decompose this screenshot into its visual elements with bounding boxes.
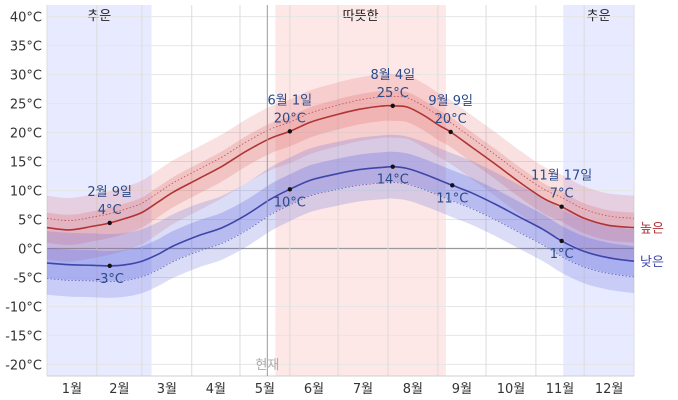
annotation-value: 1°C (550, 247, 574, 262)
annotation-point (448, 129, 453, 135)
y-tick-label: 40°C (10, 11, 42, 26)
annotation-value: -3°C (95, 272, 124, 287)
temperature-bands (47, 73, 634, 298)
x-tick-label: 12월 (595, 382, 624, 397)
x-tick-label: 6월 (304, 382, 324, 397)
annotation-date: 9월 9일 (428, 94, 473, 109)
annotation-point (287, 187, 293, 192)
x-tick-label: 7월 (353, 382, 373, 397)
y-tick-label: -15°C (5, 329, 42, 344)
y-tick-label: -5°C (13, 271, 42, 286)
band-inner (47, 90, 634, 246)
annotation-date: 11월 17일 (531, 169, 592, 184)
annotation-value: 20°C (274, 111, 306, 126)
annotation-value: 11°C (436, 191, 468, 206)
grid (46, 5, 635, 377)
annotation-point (559, 204, 564, 209)
series-dotted-line (46, 95, 635, 222)
y-tick-label: 0°C (18, 242, 42, 257)
y-tick-label: 25°C (10, 98, 42, 113)
y-tick-label: 30°C (10, 69, 42, 84)
now-label: 현재 (255, 358, 279, 373)
series-lines (46, 95, 635, 282)
axis-labels: -20°C -15°C -10°C -5°C 0°C 5°C 10°C 15°C 20°C 25°… (5, 11, 623, 397)
y-tick-label: 5°C (18, 213, 42, 228)
x-tick-label: 1월 (62, 382, 82, 397)
annotation-date: 8월 4일 (370, 68, 415, 83)
annotation-date: 2월 9일 (87, 185, 132, 200)
y-tick-label: 20°C (10, 127, 42, 142)
y-tick-label: 35°C (10, 40, 42, 55)
band-outer (47, 134, 634, 298)
annotation-point (559, 238, 564, 244)
x-tick-label: 5월 (255, 382, 275, 397)
legend-entry: 낮은 (640, 255, 664, 270)
annotation-point (390, 164, 395, 169)
annotation-point (107, 263, 112, 269)
y-tick-label: -10°C (5, 300, 42, 315)
y-tick-label: 10°C (10, 185, 42, 200)
annotation-point (390, 103, 395, 109)
legend-entry: 높은 (640, 222, 664, 237)
x-tick-label: 10월 (497, 382, 526, 397)
y-tick-label: 15°C (10, 156, 42, 171)
y-tick-label: -20°C (5, 358, 42, 373)
band-outer (47, 73, 634, 262)
series-line (46, 165, 635, 267)
annotations: 4°C 2월 9일 -3°C 20°C 6월 1일 10°C 25°C 8월 4일 14°C 20… (87, 68, 592, 287)
annotation-value: 7°C (550, 187, 574, 202)
annotation-point (107, 220, 112, 226)
annotation-point (287, 129, 293, 134)
band-inner (47, 151, 634, 281)
annotation-value: 20°C (435, 112, 467, 127)
annotation-value: 10°C (274, 195, 306, 210)
x-tick-label: 3월 (157, 382, 177, 397)
now-marker: 현재 (255, 5, 279, 376)
x-tick-label: 9월 (452, 382, 472, 397)
annotation-value: 4°C (98, 203, 122, 218)
x-tick-label: 2월 (109, 382, 129, 397)
x-tick-label: 11월 (546, 382, 575, 397)
annotation-value: 25°C (377, 86, 409, 101)
x-tick-label: 4월 (206, 382, 226, 397)
annotation-value: 14°C (377, 173, 409, 188)
series-line (46, 104, 635, 231)
annotation-point (450, 183, 455, 188)
annotation-date: 6월 1일 (268, 93, 313, 108)
x-tick-label: 8월 (403, 382, 423, 397)
